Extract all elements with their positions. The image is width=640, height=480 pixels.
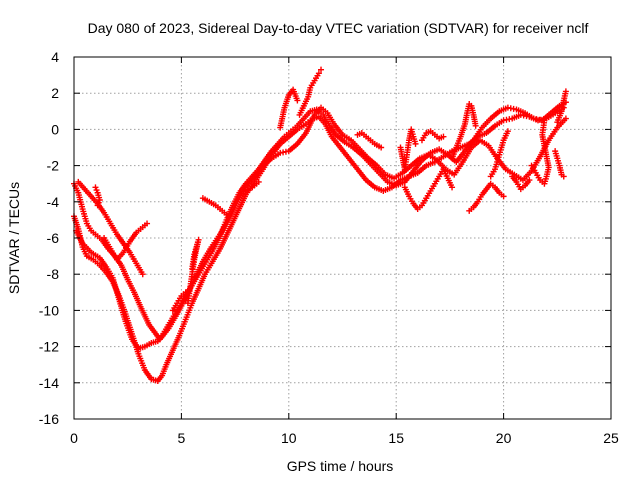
data-point: [92, 184, 99, 191]
y-tick-label: 2: [51, 85, 59, 101]
chart-title: Day 080 of 2023, Sidereal Day-to-day VTE…: [88, 20, 589, 36]
data-point: [255, 178, 262, 185]
series-track-1: [71, 104, 567, 384]
series-track-7: [169, 289, 189, 314]
data-point: [449, 184, 456, 191]
data-point: [412, 140, 419, 147]
y-tick-label: -10: [39, 302, 59, 318]
y-tick-label: -16: [39, 411, 59, 427]
data-point: [562, 88, 569, 95]
data-point: [318, 66, 325, 73]
y-tick-label: 0: [51, 121, 59, 137]
x-tick-label: 10: [281, 430, 297, 446]
series-track-12: [277, 86, 301, 131]
data-point: [440, 133, 447, 140]
x-axis-label: GPS time / hours: [287, 458, 394, 474]
data-point: [423, 195, 430, 202]
series-track-5: [92, 184, 103, 209]
y-tick-label: -2: [47, 158, 60, 174]
data-point: [378, 144, 385, 151]
series-track-15: [418, 128, 447, 144]
data-point: [144, 220, 151, 227]
series-track-24: [554, 88, 569, 126]
data-point: [94, 202, 101, 209]
data-point: [560, 173, 567, 180]
data-point: [472, 122, 479, 129]
series-track-23: [552, 148, 567, 180]
series-track-17: [401, 184, 430, 213]
series-track-18: [449, 101, 479, 162]
data-point: [225, 213, 232, 220]
x-tick-label: 15: [388, 430, 404, 446]
series-track-9: [199, 195, 232, 220]
series-track-3: [71, 104, 569, 343]
data-point: [526, 177, 533, 184]
series-track-20: [487, 128, 511, 180]
y-tick-label: -14: [39, 375, 59, 391]
y-axis-label: SDTVAR / TECUs: [6, 182, 22, 294]
data-point: [294, 97, 301, 104]
data-point: [541, 117, 548, 124]
series-track-8: [184, 236, 202, 307]
y-tick-label: -8: [47, 266, 60, 282]
y-tick-label: -6: [47, 230, 60, 246]
axis-ticks: 0 5 10 15 20 25 -16 -14 -12 -10 -8 -6 -4 -2 0 2 4: [39, 49, 619, 446]
data-point: [96, 196, 103, 203]
data-point: [500, 193, 507, 200]
series-track-4: [75, 178, 146, 278]
grid-lines: [74, 57, 611, 419]
x-tick-label: 5: [178, 430, 186, 446]
series-track-13: [354, 130, 385, 151]
data-point: [93, 187, 100, 194]
y-tick-label: -4: [47, 194, 60, 210]
data-point: [562, 115, 569, 122]
x-tick-label: 25: [603, 430, 619, 446]
series-track-21: [509, 173, 533, 193]
data-point: [139, 271, 146, 278]
y-tick-label: -12: [39, 339, 59, 355]
series-track-14: [397, 126, 419, 173]
y-tick-label: 4: [51, 49, 59, 65]
data-points: [71, 66, 569, 384]
data-point: [504, 128, 511, 135]
series-track-10: [242, 178, 262, 194]
x-tick-label: 20: [496, 430, 512, 446]
series-track-19: [466, 180, 507, 214]
series-track-11: [296, 66, 325, 118]
x-tick-label: 0: [70, 430, 78, 446]
data-point: [95, 199, 102, 206]
data-point: [182, 289, 189, 296]
data-point: [189, 265, 196, 272]
data-point: [315, 70, 322, 77]
series-track-22: [528, 117, 552, 187]
series-track-6: [101, 220, 151, 263]
